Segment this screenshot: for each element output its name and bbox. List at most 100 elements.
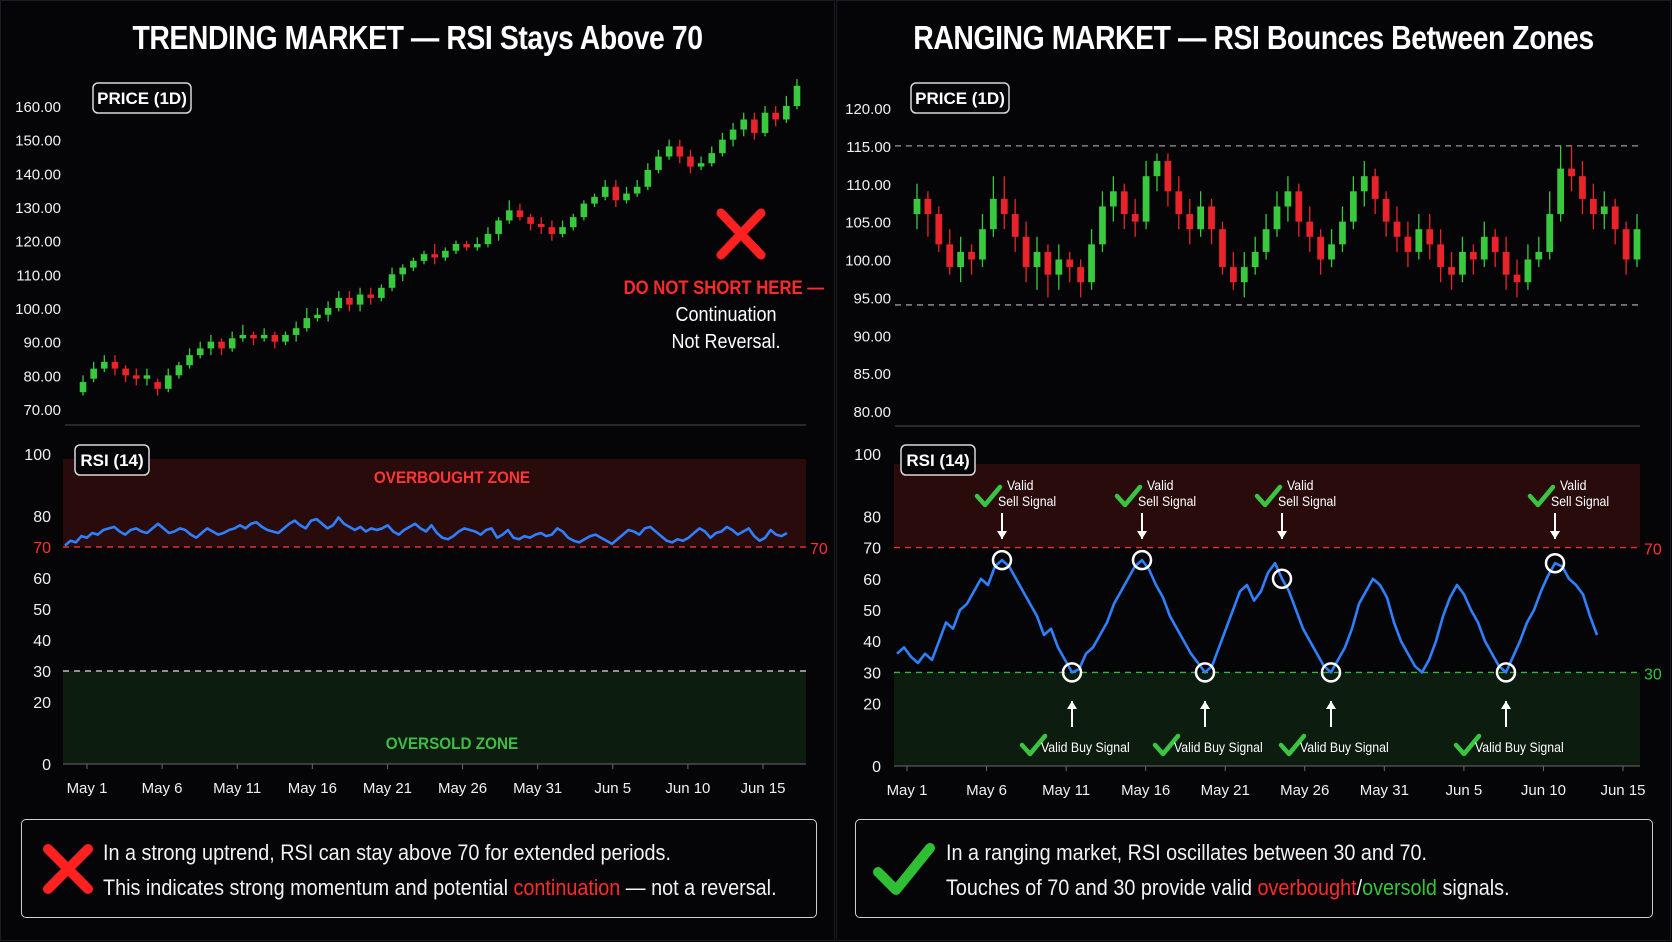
right-candle-body: [957, 251, 965, 268]
right-note-line2-suffix: signals.: [1436, 875, 1510, 900]
left-candle-body: [591, 196, 598, 204]
left-candle-body: [101, 361, 108, 369]
left-x-tick-label: May 21: [363, 780, 412, 797]
sell-signal-arrow-head: [1137, 531, 1147, 539]
buy-signal-arrow-head: [1501, 701, 1511, 709]
right-candle-body: [1131, 214, 1139, 222]
right-rsi-tick: 0: [872, 759, 881, 776]
right-candle-body: [1371, 176, 1379, 199]
left-note-line2-prefix: This indicates strong momentum and poten…: [103, 875, 514, 900]
left-candle-body: [463, 244, 470, 248]
left-candle-body: [516, 210, 524, 218]
sell-signal-label-line2: Sell Signal: [1278, 493, 1336, 509]
left-x-tick-label: Jun 15: [740, 780, 785, 797]
right-candle-body: [1491, 236, 1499, 252]
left-candle-body: [410, 260, 417, 268]
left-candle-body: [612, 186, 620, 201]
right-x-tick-label: Jun 10: [1521, 782, 1566, 799]
x-mark-icon: [716, 208, 766, 260]
left-x-tick-label: Jun 10: [665, 780, 710, 797]
left-price-tick: 100.00: [15, 301, 61, 318]
right-candle-body: [1229, 267, 1237, 283]
buy-signal-circle: [1320, 662, 1342, 683]
sell-signal-label-line1: Valid: [1287, 477, 1313, 493]
left-candle-body: [303, 318, 311, 329]
buy-signal-label: Valid Buy Signal: [1174, 739, 1263, 755]
right-note-separator: /: [1356, 875, 1363, 900]
right-candle-body: [1611, 206, 1619, 230]
right-candle-body: [1251, 251, 1259, 268]
left-note-line2-suffix: — not a reversal.: [620, 875, 777, 900]
right-candle-body: [1273, 206, 1281, 230]
sell-signal-circle: [1131, 549, 1153, 571]
left-candle-body: [218, 341, 225, 349]
left-price-tick: 90.00: [23, 335, 61, 352]
buy-signal-circle: [1061, 662, 1083, 683]
right-rsi-tick: 20: [863, 697, 881, 714]
right-candle-body: [1055, 259, 1063, 275]
left-candle-body: [644, 169, 652, 187]
check-mark-icon: [974, 484, 1003, 508]
right-price-tick: 120.00: [845, 101, 891, 118]
left-candle-body: [623, 193, 630, 201]
left-candle-body: [154, 382, 161, 389]
left-candle-body: [665, 146, 673, 157]
left-candle-body: [90, 368, 97, 379]
right-candle-body: [1360, 176, 1368, 192]
right-x-tick-label: Jun 5: [1446, 782, 1483, 799]
right-candle-body: [1546, 214, 1554, 252]
right-candle-body: [1088, 244, 1095, 283]
right-price-tick: 110.00: [846, 177, 891, 194]
not-reversal-label: Not Reversal.: [672, 331, 781, 353]
left-price-tick: 130.00: [15, 200, 61, 217]
sell-signal-circle: [1271, 568, 1293, 590]
buy-signal-circle: [1495, 662, 1517, 683]
left-price-tick: 160.00: [15, 99, 61, 116]
right-note-overbought: overbought: [1257, 875, 1357, 900]
right-rsi-tick: 50: [863, 603, 881, 620]
right-note-line1: In a ranging market, RSI oscillates betw…: [946, 840, 1427, 865]
right-rsi-30-label: 30: [1644, 666, 1662, 683]
sell-signal-label-line1: Valid: [1147, 477, 1173, 493]
right-candle-body: [1109, 191, 1117, 207]
left-candle-body: [420, 254, 428, 261]
left-candle-body: [175, 365, 183, 376]
left-rsi-tick: 80: [33, 509, 51, 526]
right-x-tick-label: May 16: [1121, 782, 1170, 799]
right-candle-body: [1448, 267, 1455, 275]
left-rsi-tag-box: [74, 444, 150, 476]
right-note-oversold: oversold: [1362, 875, 1437, 900]
left-rsi-tick: 100: [24, 447, 51, 464]
left-candle-body: [271, 334, 279, 342]
left-candle-body: [569, 217, 577, 228]
left-rsi-tag: RSI (14): [80, 451, 143, 470]
check-mark-icon: [1453, 733, 1482, 757]
sell-signal-circle: [991, 549, 1013, 571]
right-price-tick: 95.00: [853, 290, 891, 307]
left-candle-body: [601, 186, 609, 197]
right-candle-body: [1513, 274, 1521, 283]
left-candle-body: [346, 297, 353, 305]
left-candle-body: [676, 146, 684, 157]
check-mark-icon: [1114, 484, 1143, 508]
buy-signal-arrow-head: [1067, 701, 1077, 709]
right-candle-body: [1197, 206, 1205, 230]
left-candle-body: [111, 361, 119, 369]
right-candle-body: [1502, 251, 1510, 275]
buy-signal-label: Valid Buy Signal: [1300, 739, 1389, 755]
check-mark-icon: [1278, 733, 1307, 757]
right-rsi-line: [896, 558, 1599, 674]
sell-signal-arrow-head: [997, 531, 1007, 539]
right-candle-body: [1469, 251, 1477, 260]
right-candle-body: [1033, 251, 1041, 268]
left-x-tick-label: May 26: [438, 780, 487, 797]
left-candle-body: [697, 163, 705, 167]
right-candle-body: [1382, 198, 1390, 222]
left-price-tick: 80.00: [23, 368, 61, 385]
trending-market-panel: TRENDING MARKET — RSI Stays Above 70 160…: [0, 0, 835, 941]
check-mark-icon: [1527, 484, 1556, 508]
right-candle-body: [1120, 191, 1128, 215]
left-candle-body: [196, 348, 204, 356]
left-candle-body: [335, 297, 343, 308]
right-rsi-tick: 30: [863, 665, 881, 682]
